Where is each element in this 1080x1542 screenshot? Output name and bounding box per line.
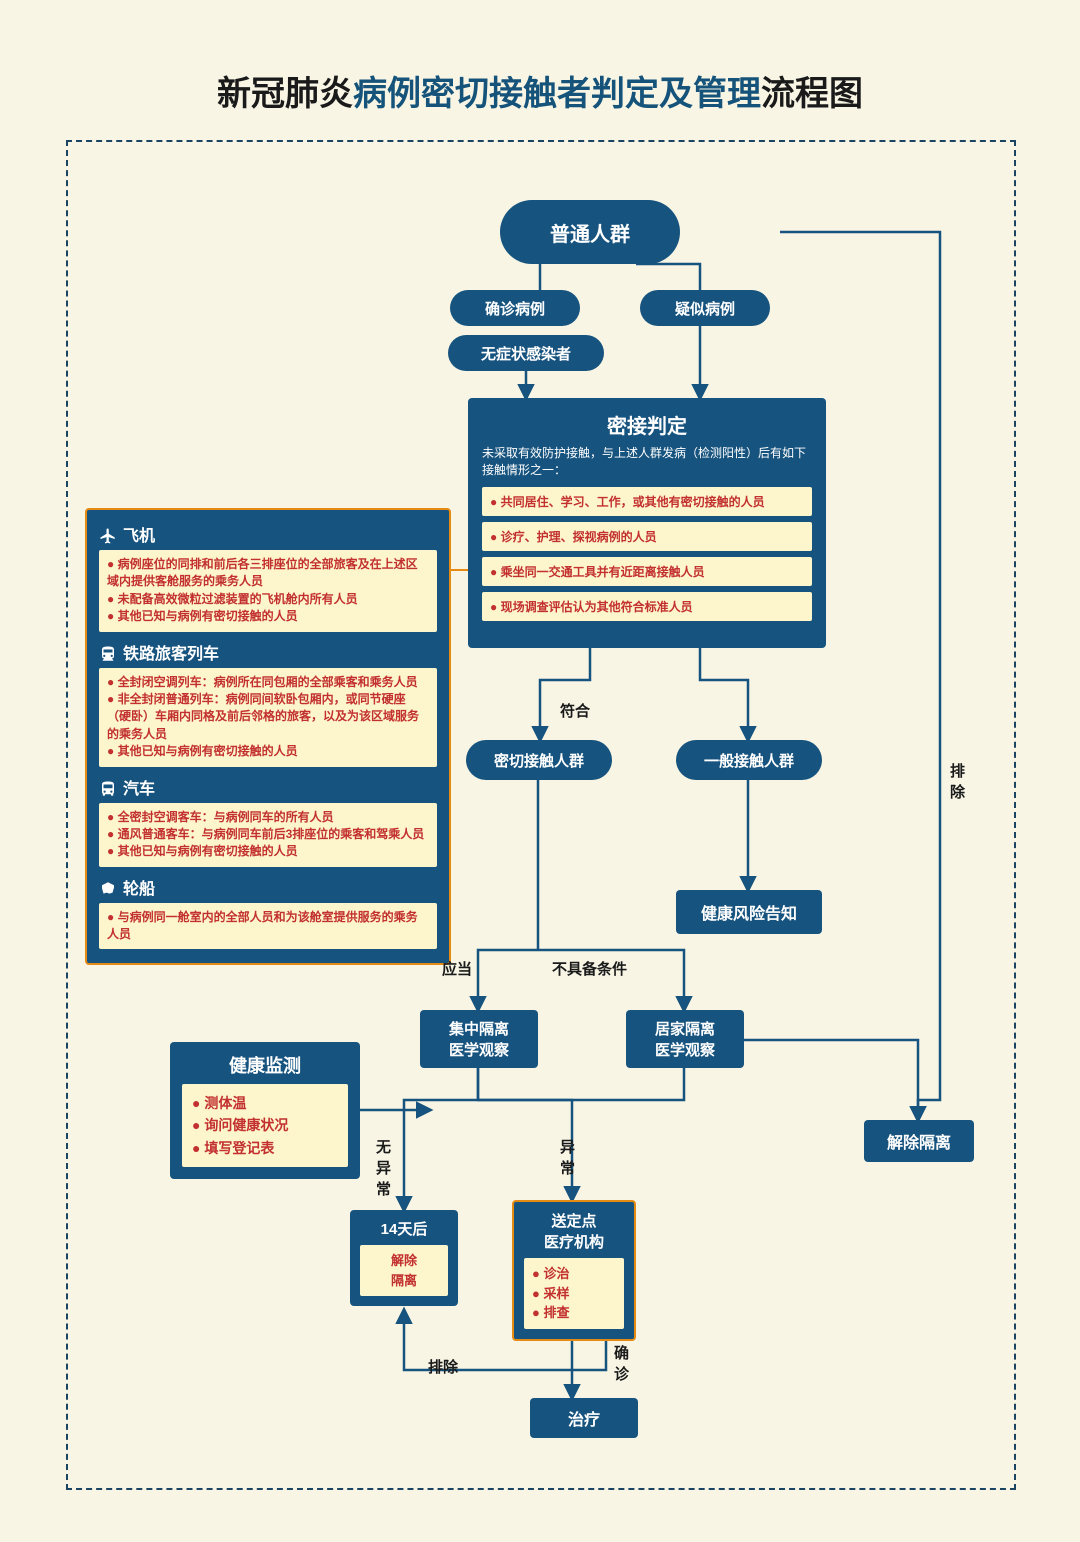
- judgement-subtitle: 未采取有效防护接触，与上述人群发病（检测阳性）后有如下接触情形之一：: [482, 445, 812, 479]
- node-send-hospital: 送定点医疗机构 ● 诊治● 采样● 排查: [512, 1200, 636, 1341]
- judgement-item: ● 乘坐同一交通工具并有近距离接触人员: [482, 557, 812, 586]
- hospital-title: 送定点医疗机构: [524, 1210, 624, 1252]
- node-confirmed-case: 确诊病例: [450, 290, 580, 326]
- title-part-2: 病例密切接触者判定及管理: [353, 75, 761, 113]
- transport-section-title: 轮船: [123, 875, 155, 899]
- transport-section: 汽车 ● 全密封空调客车：与病例同车的所有人员● 通风普通客车：与病例同车前后3排…: [99, 773, 437, 867]
- node-close-contact-group: 密切接触人群: [466, 740, 612, 780]
- monitoring-bullet: ● 询问健康状况: [192, 1114, 338, 1136]
- transport-bullet: ● 未配备高效微粒过滤装置的飞机舱内所有人员: [107, 591, 429, 608]
- transport-section-body: ● 全封闭空调列车：病例所在同包厢的全部乘客和乘务人员● 非全封闭普通列车：病例…: [99, 668, 437, 767]
- transport-section-head: 汽车: [99, 773, 437, 803]
- monitoring-box: 健康监测 ● 测体温● 询问健康状况● 填写登记表: [170, 1042, 360, 1179]
- monitoring-bullet: ● 测体温: [192, 1092, 338, 1114]
- transport-section-head: 铁路旅客列车: [99, 638, 437, 668]
- title-part-1: 新冠肺炎: [217, 75, 353, 113]
- transport-section: 铁路旅客列车 ● 全封闭空调列车：病例所在同包厢的全部乘客和乘务人员● 非全封闭普…: [99, 638, 437, 767]
- transport-bullet: ● 通风普通客车：与病例同车前后3排座位的乘客和驾乘人员: [107, 826, 429, 843]
- node-general-population: 普通人群: [500, 200, 680, 264]
- node-asymptomatic: 无症状感染者: [448, 335, 604, 371]
- page-title: 新冠肺炎病例密切接触者判定及管理流程图: [0, 66, 1080, 115]
- transport-section: 轮船 ● 与病例同一舱室内的全部人员和为该舱室提供服务的乘务人员: [99, 873, 437, 950]
- transport-bullet: ● 其他已知与病例有密切接触的人员: [107, 608, 429, 625]
- train-icon: [99, 645, 117, 659]
- judgement-title: 密接判定: [482, 410, 812, 439]
- plane-icon: [99, 527, 117, 541]
- transport-bullet: ● 病例座位的同排和前后各三排座位的全部旅客及在上述区域内提供客舱服务的乘务人员: [107, 556, 429, 591]
- transport-section-title: 汽车: [123, 775, 155, 799]
- node-home-iso: 居家隔离医学观察: [626, 1010, 744, 1068]
- transport-bullet: ● 全密封空调客车：与病例同车的所有人员: [107, 809, 429, 826]
- label-excl2: 排除: [428, 1356, 458, 1377]
- judgement-box: 密接判定 未采取有效防护接触，与上述人群发病（检测阳性）后有如下接触情形之一： …: [468, 398, 826, 648]
- label-exclude: 排除: [950, 760, 965, 802]
- node-after-14-days: 14天后 解除隔离: [350, 1210, 458, 1306]
- monitoring-title: 健康监测: [182, 1052, 348, 1078]
- node-centralized-iso: 集中隔离医学观察: [420, 1010, 538, 1068]
- node-treatment: 治疗: [530, 1398, 638, 1438]
- label-fit: 符合: [560, 700, 590, 721]
- node-normal-contact-group: 一般接触人群: [676, 740, 822, 780]
- label-should: 应当: [442, 958, 472, 979]
- hospital-bullet: ● 排查: [532, 1303, 616, 1323]
- judgement-item: ● 共同居住、学习、工作，或其他有密切接触的人员: [482, 487, 812, 516]
- node-risk-notify: 健康风险告知: [676, 890, 822, 934]
- hospital-bullet: ● 诊治: [532, 1264, 616, 1284]
- label-diag: 确诊: [614, 1342, 629, 1384]
- transport-section-body: ● 病例座位的同排和前后各三排座位的全部旅客及在上述区域内提供客舱服务的乘务人员…: [99, 550, 437, 632]
- transport-bullet: ● 与病例同一舱室内的全部人员和为该舱室提供服务的乘务人员: [107, 909, 429, 944]
- label-abn: 异常: [560, 1136, 575, 1178]
- title-part-3: 流程图: [761, 75, 863, 113]
- node-release: 解除隔离: [864, 1120, 974, 1162]
- bus-icon: [99, 780, 117, 794]
- transport-bullet: ● 全封闭空调列车：病例所在同包厢的全部乘客和乘务人员: [107, 674, 429, 691]
- node-suspected-case: 疑似病例: [640, 290, 770, 326]
- judgement-item: ● 现场调查评估认为其他符合标准人员: [482, 592, 812, 621]
- hospital-body: ● 诊治● 采样● 排查: [524, 1258, 624, 1329]
- label-noabn: 无异常: [376, 1136, 391, 1199]
- transport-bullet: ● 其他已知与病例有密切接触的人员: [107, 743, 429, 760]
- judgement-item: ● 诊疗、护理、探视病例的人员: [482, 522, 812, 551]
- ship-icon: [99, 880, 117, 894]
- transport-section-title: 飞机: [123, 522, 155, 546]
- monitoring-bullet: ● 填写登记表: [192, 1137, 338, 1159]
- transport-section: 飞机 ● 病例座位的同排和前后各三排座位的全部旅客及在上述区域内提供客舱服务的乘务…: [99, 520, 437, 632]
- transport-panel: 飞机 ● 病例座位的同排和前后各三排座位的全部旅客及在上述区域内提供客舱服务的乘务…: [85, 508, 451, 965]
- after14-body: 解除隔离: [360, 1245, 448, 1296]
- transport-section-title: 铁路旅客列车: [123, 640, 219, 664]
- hospital-bullet: ● 采样: [532, 1284, 616, 1304]
- transport-section-head: 飞机: [99, 520, 437, 550]
- transport-section-body: ● 全密封空调客车：与病例同车的所有人员● 通风普通客车：与病例同车前后3排座位…: [99, 803, 437, 867]
- after14-title: 14天后: [360, 1218, 448, 1239]
- transport-section-head: 轮船: [99, 873, 437, 903]
- monitoring-body: ● 测体温● 询问健康状况● 填写登记表: [182, 1084, 348, 1167]
- transport-bullet: ● 其他已知与病例有密切接触的人员: [107, 843, 429, 860]
- transport-bullet: ● 非全封闭普通列车：病例同间软卧包厢内，或同节硬座（硬卧）车厢内同格及前后邻格…: [107, 691, 429, 743]
- transport-section-body: ● 与病例同一舱室内的全部人员和为该舱室提供服务的乘务人员: [99, 903, 437, 950]
- label-nocond: 不具备条件: [552, 958, 627, 979]
